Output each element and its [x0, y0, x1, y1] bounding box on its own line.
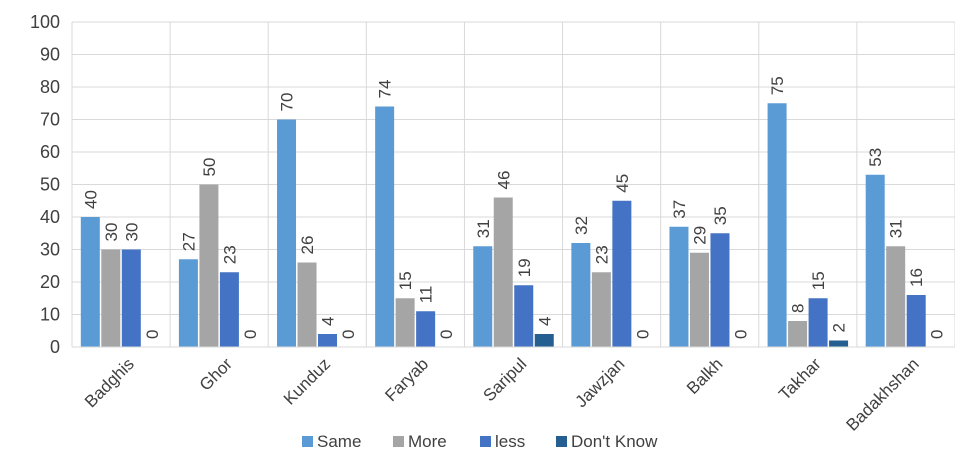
- data-label: 26: [298, 236, 317, 255]
- y-tick-label: 100: [30, 12, 60, 32]
- data-label: 70: [278, 93, 297, 112]
- data-label: 46: [494, 171, 513, 190]
- bar-don-t-know-takhar: [829, 340, 849, 347]
- data-label: 8: [789, 304, 808, 313]
- bar-more-jawzjan: [591, 272, 611, 347]
- data-label: 15: [809, 271, 828, 290]
- bar-less-takhar: [808, 298, 828, 347]
- data-label: 40: [81, 190, 100, 209]
- y-tick-label: 0: [50, 337, 60, 357]
- legend-swatch: [302, 436, 313, 447]
- x-tick-label: Saripul: [479, 354, 530, 405]
- bar-less-balkh: [710, 233, 730, 347]
- x-tick-label: Badakhshan: [842, 354, 922, 434]
- bar-same-takhar: [767, 103, 787, 347]
- legend-label: less: [495, 432, 525, 451]
- data-label: 23: [220, 245, 239, 264]
- bar-same-balkh: [669, 226, 689, 347]
- data-label: 2: [830, 323, 849, 332]
- data-label: 32: [572, 216, 591, 235]
- bar-less-faryab: [416, 311, 436, 347]
- data-label: 27: [179, 232, 198, 251]
- bar-more-badakhshan: [886, 246, 906, 347]
- x-tick-label: Kunduz: [280, 354, 334, 408]
- bar-same-ghor: [178, 259, 198, 347]
- y-tick-label: 20: [40, 272, 60, 292]
- data-label: 31: [474, 219, 493, 238]
- y-tick-label: 50: [40, 175, 60, 195]
- y-tick-label: 10: [40, 305, 60, 325]
- data-label: 0: [928, 330, 947, 339]
- data-label: 74: [376, 80, 395, 99]
- data-label: 0: [731, 330, 750, 339]
- y-tick-label: 90: [40, 45, 60, 65]
- data-label: 4: [535, 317, 554, 326]
- bar-more-faryab: [395, 298, 415, 347]
- x-tick-label: Badghis: [81, 354, 138, 411]
- y-tick-label: 60: [40, 142, 60, 162]
- data-label: 31: [887, 219, 906, 238]
- data-label: 30: [122, 223, 141, 242]
- bar-same-jawzjan: [571, 243, 591, 347]
- data-label: 15: [396, 271, 415, 290]
- x-tick-label: Ghor: [196, 354, 236, 394]
- x-tick-label: Takhar: [775, 354, 825, 404]
- legend-label: More: [408, 432, 447, 451]
- bar-less-kunduz: [318, 334, 338, 347]
- x-tick-label: Balkh: [683, 354, 727, 398]
- data-label: 0: [633, 330, 652, 339]
- y-tick-label: 80: [40, 77, 60, 97]
- bar-more-ghor: [199, 184, 219, 347]
- data-label: 4: [319, 317, 338, 326]
- bar-more-balkh: [689, 252, 709, 347]
- data-label: 50: [200, 158, 219, 177]
- data-label: 0: [143, 330, 162, 339]
- data-label: 35: [711, 206, 730, 225]
- legend-swatch: [556, 436, 567, 447]
- bar-more-kunduz: [297, 262, 317, 347]
- y-tick-label: 70: [40, 110, 60, 130]
- data-label: 0: [437, 330, 456, 339]
- x-tick-label: Jawzjan: [572, 354, 629, 411]
- bar-don-t-know-saripul: [534, 334, 554, 347]
- legend-label: Don't Know: [571, 432, 658, 451]
- bar-same-badghis: [80, 217, 100, 347]
- data-label: 45: [613, 174, 632, 193]
- bar-less-badakhshan: [906, 295, 926, 347]
- bar-more-badghis: [101, 249, 121, 347]
- bar-more-saripul: [493, 197, 513, 347]
- bar-less-badghis: [121, 249, 141, 347]
- bar-same-faryab: [375, 106, 395, 347]
- data-label: 0: [339, 330, 358, 339]
- bar-less-jawzjan: [612, 200, 632, 347]
- bar-more-takhar: [788, 321, 808, 347]
- bar-less-ghor: [219, 272, 239, 347]
- x-tick-label: Faryab: [381, 354, 432, 405]
- y-tick-label: 30: [40, 240, 60, 260]
- data-label: 0: [241, 330, 260, 339]
- data-label: 30: [102, 223, 121, 242]
- bar-same-kunduz: [277, 119, 297, 347]
- data-label: 16: [907, 268, 926, 287]
- bar-same-saripul: [473, 246, 493, 347]
- data-label: 19: [515, 258, 534, 277]
- bar-same-badakhshan: [865, 174, 885, 347]
- legend-label: Same: [317, 432, 361, 451]
- data-label: 11: [417, 286, 436, 304]
- data-label: 53: [866, 148, 885, 167]
- legend-swatch: [393, 436, 404, 447]
- y-tick-label: 40: [40, 207, 60, 227]
- legend-swatch: [480, 436, 491, 447]
- data-label: 23: [592, 245, 611, 264]
- bar-less-saripul: [514, 285, 534, 347]
- data-label: 29: [690, 226, 709, 245]
- data-label: 37: [670, 200, 689, 219]
- data-label: 75: [768, 76, 787, 95]
